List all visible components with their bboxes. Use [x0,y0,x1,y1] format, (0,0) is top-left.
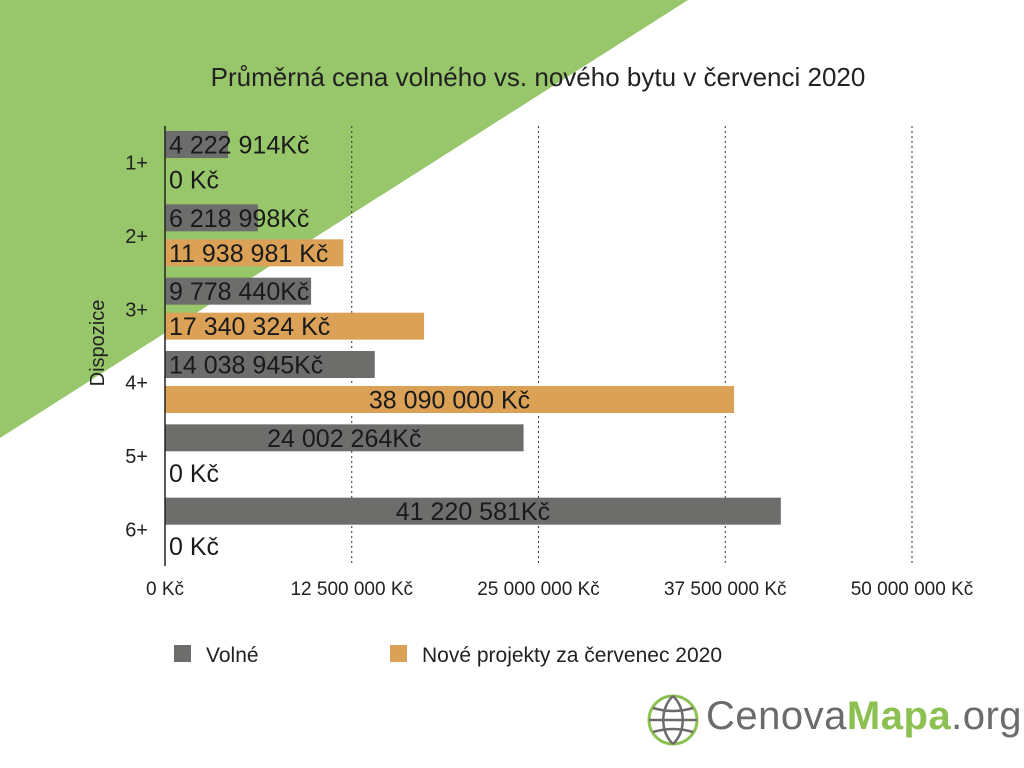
data-label-volne: 6 218 998Kč [169,205,309,233]
x-tick-label: 12 500 000 Kč [290,579,413,600]
gridlines [351,126,913,566]
bar-volne [165,277,312,305]
category-label: 1+ [125,153,148,175]
logo-text: CenovaMapa.org [706,694,1023,738]
y-axis-label: Dispozice [87,300,109,387]
data-label-nove: 0 Kč [169,167,219,195]
x-tick-label: 50 000 000 Kč [851,579,974,600]
bar-volne [165,497,781,525]
data-label-nove: 38 090 000 Kč [369,387,530,415]
x-tick-labels: 0 Kč 12 500 000 Kč 25 000 000 Kč 37 500 000… [146,579,973,600]
chart-title: Průměrná cena volného vs. nového bytu v … [211,62,866,92]
category-label: 4+ [125,373,148,395]
legend-swatch-nove [390,645,407,662]
category-label: 6+ [125,519,148,541]
bar-volne [165,424,524,452]
data-labels: 4 222 914Kč 0 Kč 6 218 998Kč 11 938 981 Kč 9… [169,132,550,562]
cenovamapa-logo: CenovaMapa.org [644,688,1022,752]
bar-nove [165,312,425,340]
legend: Volné Nové projekty za červenec 2020 [174,644,722,667]
bar-nove [165,239,344,267]
data-label-volne: 14 038 945Kč [169,352,323,380]
data-label-nove: 0 Kč [169,460,219,488]
data-label-nove: 17 340 324 Kč [169,313,330,341]
bar-volne [165,204,258,232]
bars [165,131,781,525]
category-labels: 1+ 2+ 3+ 4+ 5+ 6+ [125,153,148,542]
data-label-nove: 0 Kč [169,533,219,561]
legend-swatch-volne [174,645,191,662]
x-tick-label: 0 Kč [146,579,184,600]
globe-icon [647,694,699,746]
data-label-volne: 41 220 581Kč [396,498,550,526]
data-label-volne: 24 002 264Kč [267,425,421,453]
data-label-nove: 11 938 981 Kč [169,240,328,268]
category-label: 2+ [125,226,148,248]
x-tick-label: 25 000 000 Kč [477,579,600,600]
category-label: 3+ [125,299,148,321]
legend-label-volne: Volné [206,644,259,667]
data-label-volne: 9 778 440Kč [169,278,309,306]
x-tick-label: 37 500 000 Kč [664,579,787,600]
bar-volne [165,131,229,158]
bar-volne [165,351,375,378]
legend-label-nove: Nové projekty za červenec 2020 [422,644,722,667]
category-label: 5+ [125,446,148,468]
data-label-volne: 4 222 914Kč [169,132,309,160]
bar-nove [165,386,735,413]
